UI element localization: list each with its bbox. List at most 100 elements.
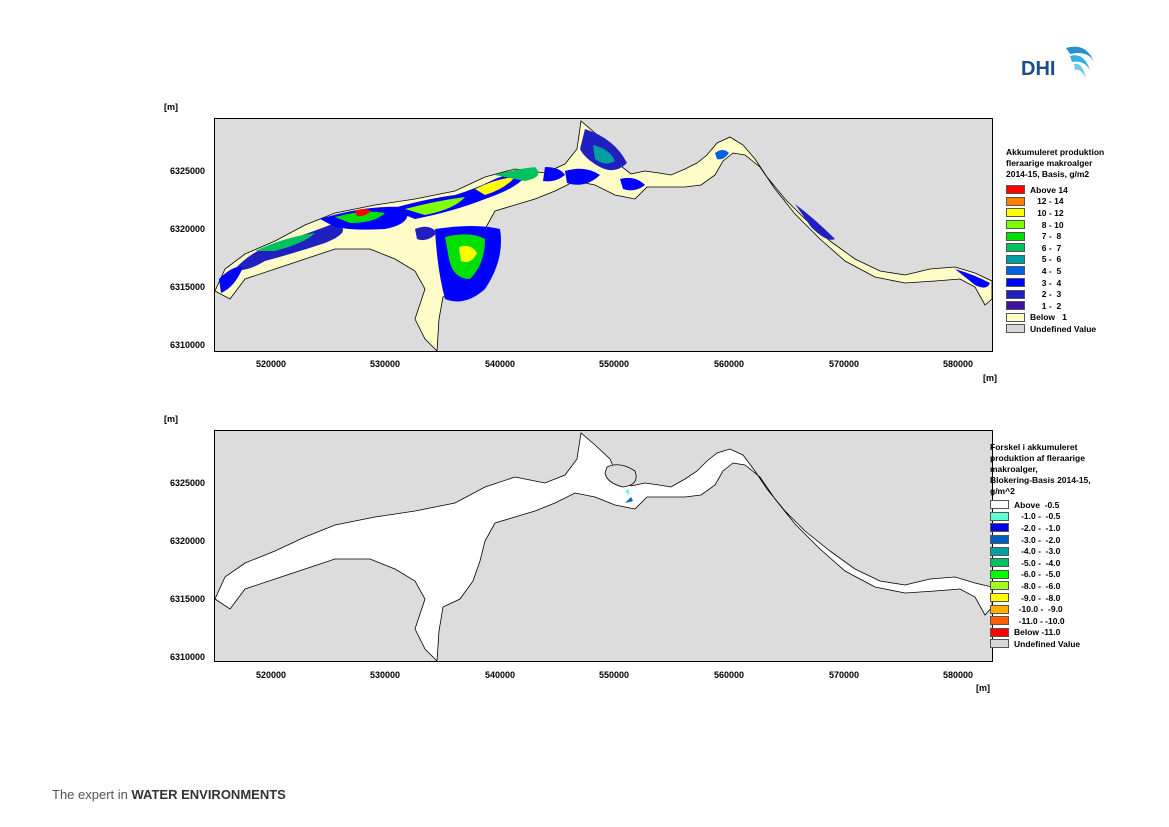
legend-row: 4 - 5 <box>1006 265 1136 277</box>
legend-row: 12 - 14 <box>1006 196 1136 208</box>
legend-swatch <box>990 500 1009 510</box>
legend-swatch <box>1006 312 1025 322</box>
footer-prefix: The expert in <box>52 787 132 802</box>
y-tick-label: 6320000 <box>169 224 205 234</box>
legend-swatch <box>1006 289 1025 299</box>
legend-label: 12 - 14 <box>1030 196 1064 207</box>
legend-label: 7 - 8 <box>1030 231 1062 242</box>
x-tick-label: 570000 <box>828 359 860 369</box>
legend-label: 6 - 7 <box>1030 242 1062 253</box>
y-tick-label: 6315000 <box>169 594 205 604</box>
legend-row: -9.0 - -8.0 <box>990 592 1120 604</box>
legend-label: -2.0 - -1.0 <box>1014 522 1061 533</box>
legend-title-line: produktion af fleraarige <box>990 453 1085 463</box>
legend-swatch <box>990 639 1009 649</box>
map1-x-unit: [m] <box>983 373 997 383</box>
footer-tagline: The expert in WATER ENVIRONMENTS <box>52 787 286 802</box>
y-tick-label: 6325000 <box>169 166 205 176</box>
legend-swatch <box>1006 266 1025 276</box>
legend-label: -4.0 - -3.0 <box>1014 546 1061 557</box>
legend-row: 10 - 12 <box>1006 207 1136 219</box>
legend-swatch <box>1006 231 1025 241</box>
legend-row: Above 14 <box>1006 184 1136 196</box>
legend-row: Below -11.0 <box>990 627 1120 639</box>
legend-row: 5 - 6 <box>1006 254 1136 266</box>
map2-legend: Forskel i akkumuleret produktion af fler… <box>990 442 1120 650</box>
legend-label: Undefined Value <box>1014 638 1081 649</box>
y-tick-label: 6325000 <box>169 478 205 488</box>
x-tick-label: 520000 <box>255 359 287 369</box>
legend-swatch <box>1006 196 1025 206</box>
legend-row: Below 1 <box>1006 312 1136 324</box>
legend-label: Below 1 <box>1030 312 1067 323</box>
legend-label: Below -11.0 <box>1014 627 1061 638</box>
legend-label: Above 14 <box>1030 184 1068 195</box>
legend-swatch <box>990 616 1009 626</box>
dhi-logo: DHI <box>1018 40 1098 85</box>
legend-row: 2 - 3 <box>1006 288 1136 300</box>
map1-svg <box>215 120 992 351</box>
legend-title-line: Akkumuleret produktion <box>1006 147 1105 157</box>
legend-label: -10.0 - -9.0 <box>1014 604 1063 615</box>
legend-row: -4.0 - -3.0 <box>990 545 1120 557</box>
legend-label: 8 - 10 <box>1030 219 1064 230</box>
legend-title-line: Forskel i akkumuleret <box>990 442 1078 452</box>
legend-title-line: 2014-15, Basis, g/m2 <box>1006 169 1090 179</box>
map2-plot-area <box>214 430 993 662</box>
legend-swatch <box>1006 243 1025 253</box>
legend-swatch <box>990 593 1009 603</box>
legend-swatch <box>1006 185 1025 195</box>
legend-row: 7 - 8 <box>1006 230 1136 242</box>
legend-label: -6.0 - -5.0 <box>1014 569 1061 580</box>
legend-row: Undefined Value <box>990 638 1120 650</box>
legend-swatch <box>990 546 1009 556</box>
legend-row: -2.0 - -1.0 <box>990 522 1120 534</box>
map1-y-unit: [m] <box>164 102 178 112</box>
legend-row: 8 - 10 <box>1006 219 1136 231</box>
legend-row: -6.0 - -5.0 <box>990 569 1120 581</box>
legend-label: 3 - 4 <box>1030 277 1062 288</box>
legend-swatch <box>990 523 1009 533</box>
legend-swatch <box>990 569 1009 579</box>
legend-row: Above -0.5 <box>990 499 1120 511</box>
legend-row: -8.0 - -6.0 <box>990 580 1120 592</box>
legend-label: -9.0 - -8.0 <box>1014 592 1061 603</box>
legend-swatch <box>1006 220 1025 230</box>
legend-row: 3 - 4 <box>1006 277 1136 289</box>
legend-label: -5.0 - -4.0 <box>1014 557 1061 568</box>
legend-label: 1 - 2 <box>1030 300 1062 311</box>
legend-label: -1.0 - -0.5 <box>1014 511 1061 522</box>
legend-items: Above 14 12 - 14 10 - 12 8 - 10 7 - 8 6 … <box>1006 184 1136 335</box>
legend-label: 4 - 5 <box>1030 265 1062 276</box>
wave-icon <box>1066 46 1094 78</box>
legend-label: -3.0 - -2.0 <box>1014 534 1061 545</box>
y-tick-label: 6320000 <box>169 536 205 546</box>
map1-plot-area <box>214 118 993 352</box>
legend-label: 10 - 12 <box>1030 207 1064 218</box>
legend-label: 5 - 6 <box>1030 254 1062 265</box>
map2-y-unit: [m] <box>164 414 178 424</box>
legend-row: -1.0 - -0.5 <box>990 511 1120 523</box>
x-tick-label: 580000 <box>942 359 974 369</box>
map1-legend: Akkumuleret produktion fleraarige makroa… <box>1006 147 1136 335</box>
legend-swatch <box>990 604 1009 614</box>
legend-swatch <box>990 627 1009 637</box>
legend-row: 1 - 2 <box>1006 300 1136 312</box>
legend-swatch <box>1006 278 1025 288</box>
y-tick-label: 6310000 <box>169 652 205 662</box>
x-tick-label: 550000 <box>598 670 630 680</box>
x-tick-label: 560000 <box>713 670 745 680</box>
legend-row: -3.0 - -2.0 <box>990 534 1120 546</box>
y-tick-label: 6315000 <box>169 282 205 292</box>
x-tick-label: 530000 <box>369 670 401 680</box>
legend-label: Undefined Value <box>1030 323 1097 334</box>
legend-title-line: fleraarige makroalger <box>1006 158 1093 168</box>
map2-svg <box>215 432 992 661</box>
legend-swatch <box>990 558 1009 568</box>
legend-items: Above -0.5 -1.0 - -0.5 -2.0 - -1.0 -3.0 … <box>990 499 1120 650</box>
legend-swatch <box>1006 324 1025 334</box>
legend-label: Above -0.5 <box>1014 499 1060 510</box>
legend-swatch <box>1006 254 1025 264</box>
legend-row: -10.0 - -9.0 <box>990 603 1120 615</box>
legend-swatch <box>1006 301 1025 311</box>
